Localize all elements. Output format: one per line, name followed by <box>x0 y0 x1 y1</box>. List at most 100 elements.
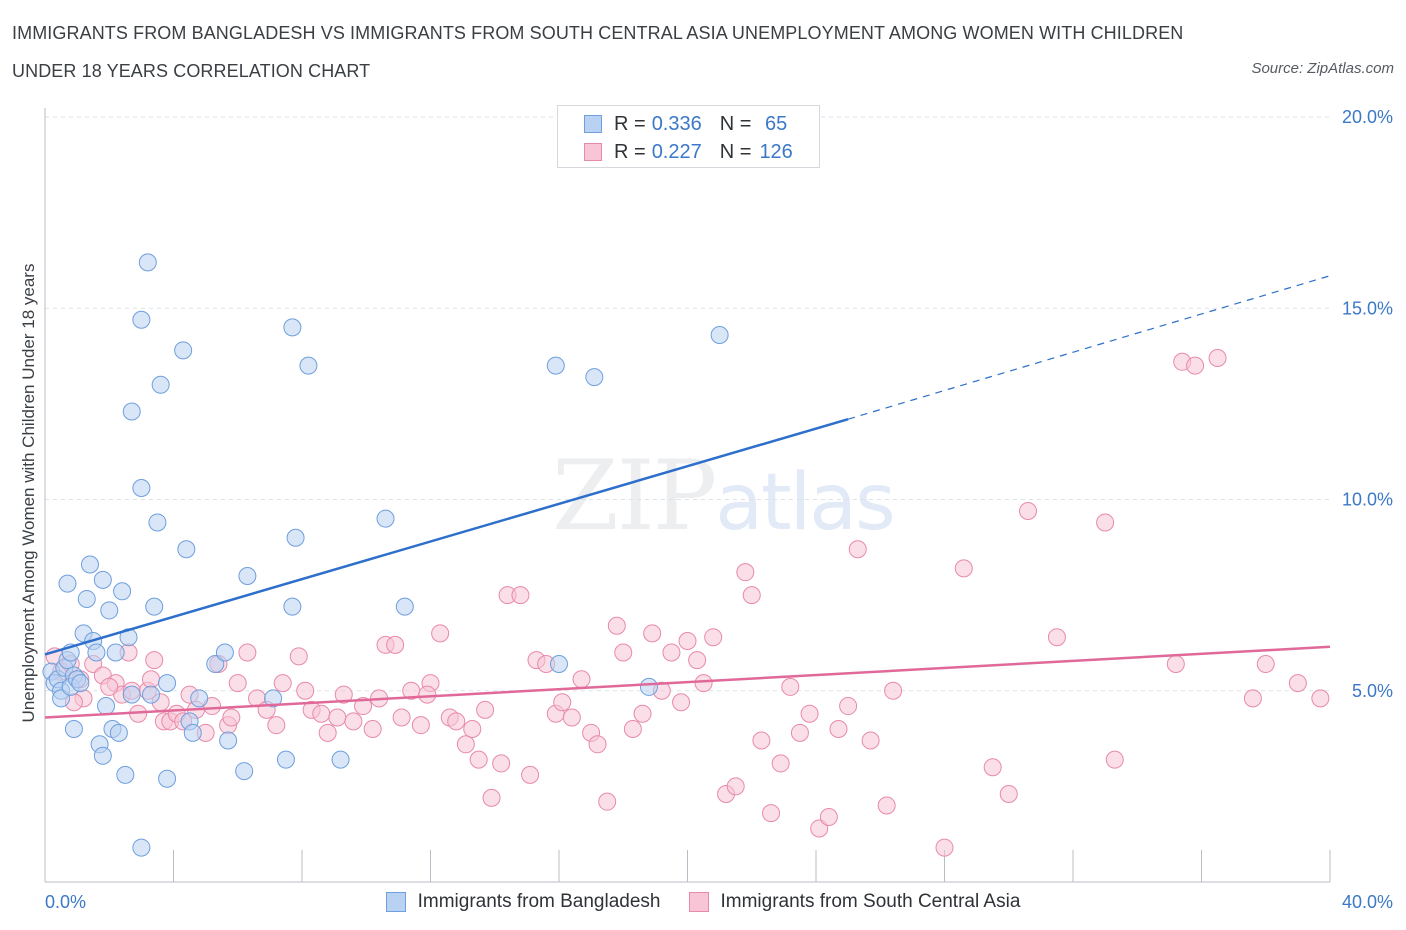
point-bangladesh <box>276 750 295 769</box>
x-axis-ticks <box>44 850 1331 882</box>
r-label: R = <box>614 112 646 135</box>
point-south-central-asia <box>553 693 572 712</box>
point-bangladesh <box>122 685 141 704</box>
point-south-central-asia <box>492 754 511 773</box>
point-south-central-asia <box>588 735 607 754</box>
y-axis-label: Unemployment Among Women with Children U… <box>19 264 38 723</box>
n-label: N = <box>719 112 752 135</box>
point-bangladesh <box>238 567 257 585</box>
point-south-central-asia <box>1288 674 1307 693</box>
point-bangladesh <box>93 746 112 765</box>
y-tick-label: 5.0% <box>1352 681 1393 701</box>
point-south-central-asia <box>386 635 405 654</box>
point-bangladesh <box>174 341 193 360</box>
series-legend: Immigrants from Bangladesh Immigrants fr… <box>0 888 1406 916</box>
point-bangladesh <box>585 368 604 387</box>
point-bangladesh <box>87 643 106 662</box>
point-south-central-asia <box>447 712 466 731</box>
point-bangladesh <box>286 528 305 547</box>
r-value: 0.227 <box>651 140 702 163</box>
point-bangladesh <box>113 582 132 601</box>
point-south-central-asia <box>614 643 633 662</box>
point-south-central-asia <box>296 681 315 700</box>
watermark: ZIPatlas <box>552 440 896 552</box>
trend-lines <box>44 275 1331 719</box>
stats-legend: R = 0.336 N = 65 R = 0.227 N = 126 <box>557 105 820 168</box>
point-bangladesh <box>148 513 167 532</box>
point-south-central-asia <box>762 804 781 823</box>
point-bangladesh <box>177 540 196 559</box>
legend-item-bangladesh[interactable]: Immigrants from Bangladesh <box>385 891 661 913</box>
point-south-central-asia <box>662 643 681 662</box>
r-value: 0.336 <box>651 112 702 135</box>
point-bangladesh <box>93 570 112 589</box>
point-south-central-asia <box>1208 348 1227 367</box>
point-south-central-asia <box>1243 689 1262 708</box>
swatch-pink <box>584 143 602 161</box>
point-south-central-asia <box>771 754 790 773</box>
point-bangladesh <box>122 402 141 421</box>
point-bangladesh <box>639 677 658 696</box>
point-south-central-asia <box>726 777 745 796</box>
y-tick-label: 15.0% <box>1342 298 1393 318</box>
grid-lines <box>45 116 1330 692</box>
point-bangladesh <box>151 375 170 394</box>
legend-item-south-central-asia[interactable]: Immigrants from South Central Asia <box>688 891 1020 913</box>
point-south-central-asia <box>1096 513 1115 532</box>
point-bangladesh <box>138 253 157 272</box>
point-bangladesh <box>116 765 135 784</box>
point-south-central-asia <box>463 720 482 738</box>
point-bangladesh <box>376 509 395 528</box>
n-value: 126 <box>759 140 793 163</box>
point-bangladesh <box>264 689 283 708</box>
point-south-central-asia <box>819 807 838 826</box>
point-bangladesh <box>64 720 83 738</box>
point-south-central-asia <box>267 716 286 735</box>
point-south-central-asia <box>1166 654 1185 673</box>
point-bangladesh <box>283 597 302 616</box>
point-south-central-asia <box>1019 501 1038 520</box>
point-south-central-asia <box>328 708 347 727</box>
point-south-central-asia <box>810 819 829 838</box>
point-south-central-asia <box>1047 628 1066 647</box>
point-bangladesh <box>219 731 238 750</box>
point-bangladesh <box>299 356 318 375</box>
point-south-central-asia <box>935 838 954 857</box>
watermark-atlas: atlas <box>715 458 895 548</box>
series-bangladesh <box>42 253 729 857</box>
point-south-central-asia <box>511 586 530 605</box>
point-south-central-asia <box>736 563 755 582</box>
point-bangladesh <box>183 723 202 742</box>
point-bangladesh <box>142 685 161 704</box>
swatch-blue <box>584 115 602 133</box>
point-south-central-asia <box>312 704 331 723</box>
trend-line-bangladesh-extrapolated <box>847 275 1331 420</box>
series-south-central-asia <box>45 348 1330 857</box>
point-south-central-asia <box>572 670 591 689</box>
point-bangladesh <box>132 838 151 857</box>
point-bangladesh <box>395 597 414 616</box>
point-south-central-asia <box>623 720 642 738</box>
point-bangladesh <box>77 589 96 608</box>
point-bangladesh <box>80 555 99 574</box>
point-south-central-asia <box>983 758 1002 777</box>
point-south-central-asia <box>1105 750 1124 769</box>
point-bangladesh <box>71 674 90 693</box>
x-tick-label-min: 0.0% <box>45 892 86 912</box>
point-south-central-asia <box>800 704 819 723</box>
point-south-central-asia <box>238 643 257 662</box>
point-south-central-asia <box>344 712 363 731</box>
point-south-central-asia <box>354 697 373 716</box>
point-south-central-asia <box>877 796 896 815</box>
point-south-central-asia <box>742 586 761 605</box>
chart-title: IMMIGRANTS FROM BANGLADESH VS IMMIGRANTS… <box>12 23 1184 81</box>
point-south-central-asia <box>334 685 353 704</box>
point-south-central-asia <box>469 750 488 769</box>
y-tick-label: 20.0% <box>1342 107 1393 127</box>
point-south-central-asia <box>145 651 164 670</box>
point-south-central-asia <box>1311 689 1330 708</box>
point-south-central-asia <box>790 723 809 742</box>
point-bangladesh <box>710 326 729 345</box>
trend-line-bangladesh <box>44 417 849 656</box>
point-south-central-asia <box>418 685 437 704</box>
